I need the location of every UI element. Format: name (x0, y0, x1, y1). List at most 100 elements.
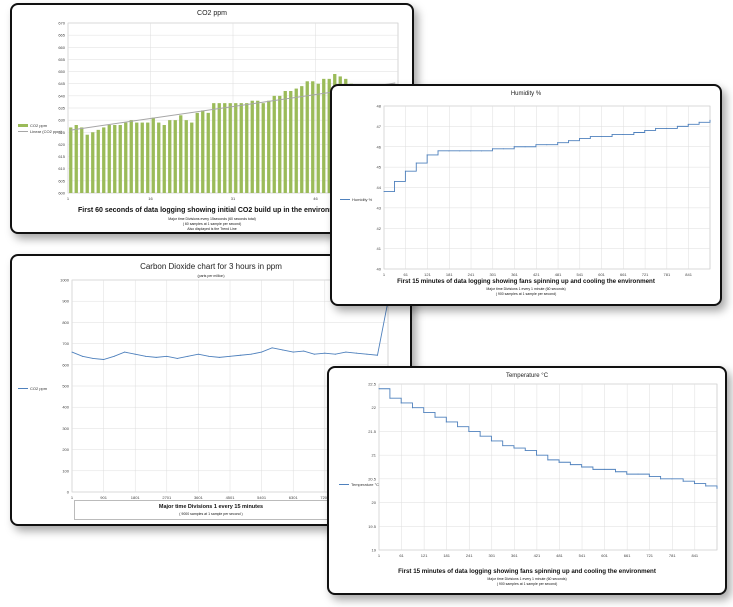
data-point (547, 459, 549, 461)
bar (80, 127, 84, 193)
data-point (208, 355, 210, 357)
legend-entry-co2: CO2 ppm (30, 123, 48, 128)
data-point (176, 357, 178, 359)
bar (206, 112, 210, 193)
chart-title: Humidity % (510, 91, 542, 97)
chart-card-humidity: Humidity % 40 41 42 43 44 45 46 47 48 1 61 121 181 24… (330, 84, 722, 306)
bar (162, 125, 166, 193)
x-tick-label: 661 (624, 553, 631, 558)
data-point (187, 355, 189, 357)
data-point (600, 136, 602, 138)
data-point (502, 445, 504, 447)
data-point (250, 353, 252, 355)
legend: Temperature °C (339, 482, 379, 487)
bar (234, 103, 238, 193)
y-tick-label: 605 (58, 178, 65, 183)
x-tick-label: 1 (383, 272, 386, 277)
data-point (145, 355, 147, 357)
data-point (535, 144, 537, 146)
data-point (303, 350, 305, 352)
x-tick-label: 361 (511, 272, 518, 277)
x-tick-label: 541 (576, 272, 583, 277)
data-point (491, 148, 493, 150)
bar (190, 122, 194, 193)
chart-note-1: Major time Divisions 1 every 1 minute (6… (486, 287, 566, 291)
legend-entry-trend: Linear (CO2 ppm) (30, 129, 63, 134)
chart-caption: First 15 minutes of data logging showing… (398, 568, 656, 575)
data-point (411, 407, 413, 409)
legend: Humidity % (340, 197, 372, 202)
y-tick-label: 19.5 (368, 524, 377, 529)
x-tick-label: 781 (669, 553, 676, 558)
x-tick-label: 3601 (194, 495, 204, 500)
series-line (384, 120, 711, 193)
bar (107, 125, 111, 193)
bar (267, 100, 271, 193)
bar (201, 110, 205, 193)
y-tick-label: 1000 (60, 278, 70, 283)
bar (129, 120, 133, 193)
chart-note-1: Major time Divisions every 15seconds (60… (168, 217, 256, 221)
data-point (578, 138, 580, 140)
x-tick-label: 16 (148, 196, 153, 201)
x-tick-label: 1801 (131, 495, 141, 500)
data-point (197, 353, 199, 355)
x-tick-label: 1 (67, 196, 70, 201)
chart-title: Carbon Dioxide chart for 3 hours in ppm (140, 262, 282, 271)
y-tick-label: 22.5 (368, 382, 377, 387)
chart-card-temperature: Temperature °C 19 19.5 20 20.5 21 21.5 22 22.5 1… (327, 366, 727, 595)
y-tick-label: 625 (58, 130, 65, 135)
x-tick-label: 6301 (289, 495, 299, 500)
x-tick-label: 61 (404, 272, 409, 277)
data-point (524, 146, 526, 148)
bar (102, 127, 106, 193)
data-point (569, 464, 571, 466)
bar (173, 120, 177, 193)
data-point (71, 351, 73, 353)
data-point (400, 402, 402, 404)
data-point (261, 351, 263, 353)
x-tick-label: 421 (534, 553, 541, 558)
y-tick-label: 800 (62, 320, 69, 325)
bar (322, 78, 326, 193)
data-point (633, 131, 635, 133)
y-tick-label: 45 (377, 165, 382, 170)
data-point (218, 356, 220, 358)
x-tick-label: 31 (231, 196, 236, 201)
y-tick-label: 100 (62, 468, 69, 473)
data-point (637, 473, 639, 475)
bar (294, 88, 298, 193)
y-tick-label: 42 (377, 226, 382, 231)
bar (311, 81, 315, 193)
x-tick-label: 241 (468, 272, 475, 277)
bar (74, 125, 78, 193)
x-tick-label: 301 (489, 272, 496, 277)
bar (239, 103, 243, 193)
data-point (470, 150, 472, 152)
bar (85, 134, 89, 193)
data-point (445, 421, 447, 423)
y-tick-label: 48 (377, 104, 382, 109)
x-tick-label: 421 (533, 272, 540, 277)
x-tick-label: 121 (424, 272, 431, 277)
y-tick-label: 200 (62, 447, 69, 452)
x-tick-label: 841 (691, 553, 698, 558)
y-tick-label: 46 (377, 144, 382, 149)
bar (228, 103, 232, 193)
data-point (490, 440, 492, 442)
y-tick-label: 47 (377, 124, 382, 129)
data-point (502, 148, 504, 150)
chart-note-2: ( 900 samples at 1 sample per second) (495, 292, 557, 296)
data-point (345, 351, 347, 353)
bar (140, 122, 144, 193)
y-tick-label: 600 (62, 362, 69, 367)
data-point (376, 354, 378, 356)
data-point (568, 140, 570, 142)
bar (96, 129, 100, 193)
chart-note-1: ( 9000 samples at 1 sample per second ) (179, 512, 243, 516)
x-tick-label: 901 (100, 495, 107, 500)
x-tick-label: 721 (646, 553, 653, 558)
bar (91, 132, 95, 193)
y-tick-label: 500 (62, 384, 69, 389)
